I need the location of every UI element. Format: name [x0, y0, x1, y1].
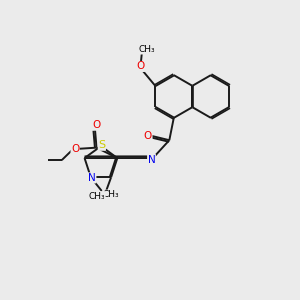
Text: CH₃: CH₃	[103, 190, 119, 199]
Text: CH₃: CH₃	[138, 45, 154, 54]
Text: S: S	[98, 140, 105, 150]
Text: N: N	[148, 154, 155, 164]
Text: O: O	[144, 131, 152, 141]
Text: O: O	[136, 61, 145, 71]
Text: O: O	[92, 120, 101, 130]
Text: CH₃: CH₃	[88, 191, 105, 200]
Text: O: O	[71, 144, 79, 154]
Text: N: N	[88, 173, 96, 183]
